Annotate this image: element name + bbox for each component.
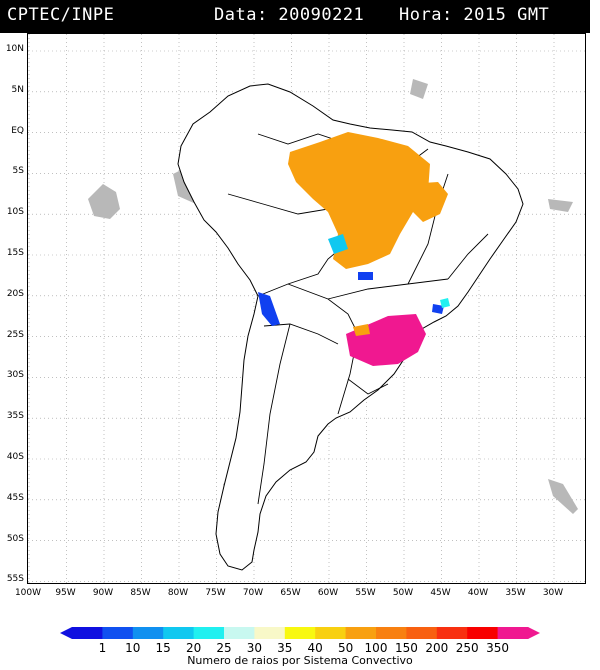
longitude-label: 45W [430, 588, 451, 598]
color-scale-segment [315, 627, 347, 639]
color-scale-segment [284, 627, 316, 639]
longitude-label: 100W [14, 588, 42, 598]
cyan-system [440, 298, 450, 308]
color-scale-tick-label: 350 [486, 641, 510, 655]
color-scale-segment [254, 627, 286, 639]
longitude-label: 60W [317, 588, 339, 598]
color-scale-segment [224, 627, 255, 639]
longitude-label: 40W [467, 588, 489, 598]
longitude-label: 85W [130, 588, 151, 598]
latitude-label: 40S [6, 452, 24, 462]
orange-system [288, 132, 430, 269]
blue-system [358, 272, 373, 280]
latitude-label: 45S [6, 492, 24, 503]
time-label: Hora: 2015 GMT [399, 5, 550, 25]
color-scale-segment [436, 627, 468, 639]
latitude-label: 50S [6, 533, 24, 544]
latitude-label: 55S [6, 574, 24, 585]
border [263, 323, 339, 345]
longitude-label: 50W [392, 588, 414, 598]
orange-system [353, 324, 370, 336]
border [447, 233, 489, 280]
color-scale-tick-label: 40 [307, 641, 323, 655]
color-scale-segment [497, 627, 529, 639]
blue-system [432, 304, 444, 314]
scale-left-arrow [60, 627, 72, 639]
longitude-label: 95W [55, 588, 76, 598]
longitude-label: 70W [242, 588, 264, 598]
legend-caption: Numero de raios por Sistema Convectivo [187, 654, 413, 667]
latitude-label: EQ [11, 125, 24, 136]
color-scale-tick-label: 1 [98, 641, 107, 655]
color-scale-tick-label: 10 [125, 641, 141, 655]
latitude-label: 20S [6, 288, 24, 299]
border [257, 323, 291, 505]
longitude-label: 75W [205, 588, 226, 598]
latitude-label: 10S [6, 207, 24, 218]
color-scale-segment [102, 627, 134, 639]
color-scale-segment [376, 627, 407, 639]
border [347, 378, 389, 395]
color-scale-tick-label: 50 [337, 641, 354, 655]
color-scale-tick-label: 150 [394, 641, 418, 655]
color-scale-segment [163, 627, 195, 639]
color-scale-tick-label: 100 [364, 641, 388, 655]
map-frame[interactable] [27, 33, 586, 584]
date-label: Data: 20090221 [214, 5, 365, 25]
latitude-label: 25S [6, 329, 24, 340]
cloud-patch [88, 184, 120, 219]
convective-systems [258, 132, 450, 366]
color-scale-tick-label: 15 [155, 641, 171, 655]
color-scale-segment [467, 627, 499, 639]
orange-system [408, 182, 448, 222]
latitude-label: 5S [12, 166, 24, 177]
longitude-label: 35W [505, 588, 526, 598]
longitude-label: 90W [92, 588, 114, 598]
color-scale-tick-label: 20 [185, 641, 202, 655]
scale-right-arrow [528, 627, 540, 639]
color-scale-segment [406, 627, 438, 639]
color-scale-tick-label: 250 [455, 641, 479, 655]
map-canvas[interactable] [28, 34, 586, 584]
cloud-patch [548, 479, 578, 514]
blue-system [258, 292, 280, 326]
color-scale-segment [132, 627, 164, 639]
longitude-label: 80W [167, 588, 189, 598]
map-header: CPTEC/INPE Data: 20090221 Hora: 2015 GMT [0, 0, 590, 33]
color-scale-segment [193, 627, 225, 639]
color-scale-tick-label: 30 [246, 641, 263, 655]
cloud-patch [548, 199, 573, 212]
color-scale-tick-label: 200 [425, 641, 449, 655]
latitude-label: 5N [11, 84, 24, 95]
longitude-label: 55W [355, 588, 376, 598]
color-scale-bar [60, 627, 540, 639]
color-scale-segment [72, 627, 103, 639]
source-label: CPTEC/INPE [7, 5, 115, 25]
border [327, 278, 449, 300]
color-scale-segment [345, 627, 377, 639]
cyan-system [328, 234, 348, 254]
latitude-label: 15S [6, 248, 24, 258]
latitude-label: 10N [5, 44, 24, 54]
color-scale-tick-label: 25 [216, 641, 232, 655]
longitude-label: 30W [542, 588, 564, 598]
longitude-label: 65W [280, 588, 301, 598]
cloud-patch [410, 79, 428, 99]
color-scale-tick-label: 35 [277, 641, 293, 655]
latitude-label: 30S [6, 370, 24, 381]
latitude-label: 35S [6, 411, 24, 422]
